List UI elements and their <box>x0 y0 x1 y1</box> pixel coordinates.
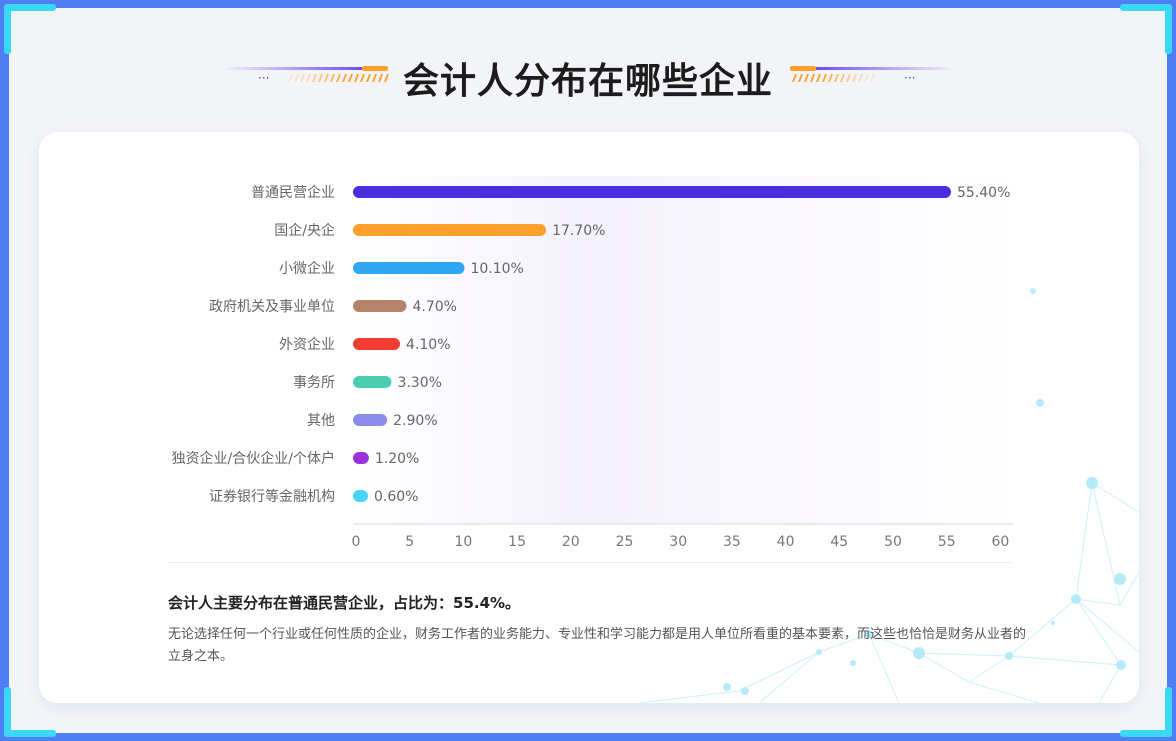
divider <box>168 562 1011 563</box>
x-tick-label: 35 <box>723 534 741 550</box>
value-label: 55.40% <box>957 185 1010 201</box>
category-label: 事务所 <box>293 375 335 391</box>
bar <box>353 186 951 198</box>
corner-accent-top-left <box>4 4 56 54</box>
x-tick-label: 10 <box>454 534 472 550</box>
corner-accent-bottom-left <box>4 687 56 737</box>
title-decoration-left: ··· <box>222 66 389 85</box>
title-decoration-right: ··· <box>790 66 956 85</box>
bar <box>353 490 368 502</box>
value-label: 4.70% <box>412 299 456 315</box>
summary-headline: 会计人主要分布在普通民营企业，占比为：55.4%。 <box>168 594 521 612</box>
bar <box>353 338 401 350</box>
x-tick-label: 25 <box>616 534 634 550</box>
network-background-decoration <box>638 288 1139 703</box>
bar <box>353 452 369 464</box>
corner-accent-top-right <box>1120 4 1172 54</box>
summary-description: 无论选择任何一个行业或任何性质的企业，财务工作者的业务能力、专业性和学习能力都是… <box>168 627 1027 664</box>
bar <box>353 262 465 274</box>
x-tick-label: 30 <box>669 534 687 550</box>
x-tick-label: 50 <box>884 534 902 550</box>
value-label: 1.20% <box>375 451 419 467</box>
category-label: 独资企业/合伙企业/个体户 <box>172 450 335 467</box>
bar <box>353 224 547 236</box>
category-label: 证券银行等金融机构 <box>209 488 335 505</box>
value-label: 3.30% <box>397 375 441 391</box>
category-label: 国企/央企 <box>274 222 335 239</box>
x-tick-label: 15 <box>508 534 526 550</box>
category-label: 普通民营企业 <box>251 184 335 201</box>
value-label: 2.90% <box>393 413 437 429</box>
category-label: 政府机关及事业单位 <box>209 299 335 315</box>
bar <box>353 414 388 426</box>
category-label: 外资企业 <box>279 336 335 353</box>
x-tick-label: 60 <box>991 534 1009 550</box>
bar <box>353 376 392 388</box>
corner-accent-bottom-right <box>1120 687 1172 737</box>
x-tick-label: 40 <box>777 534 795 550</box>
x-tick-label: 0 <box>352 534 361 550</box>
category-label: 小微企业 <box>279 260 335 277</box>
x-tick-label: 20 <box>562 534 580 550</box>
svg-text:···: ··· <box>258 71 269 85</box>
value-label: 17.70% <box>552 223 605 239</box>
svg-text:···: ··· <box>904 71 915 85</box>
page-title: 会计人分布在哪些企业 <box>402 61 773 102</box>
x-tick-label: 5 <box>405 534 414 550</box>
value-label: 10.10% <box>470 261 523 277</box>
value-label: 0.60% <box>374 489 418 505</box>
value-label: 4.10% <box>406 337 450 353</box>
bar <box>353 300 407 312</box>
category-label: 其他 <box>307 413 335 429</box>
chart-card: 普通民营企业 55.40% 国企/央企 17.70% 小微企业 10.10% 政府机关及事业… <box>39 132 1139 703</box>
x-tick-label: 55 <box>938 534 956 550</box>
bar-chart: 普通民营企业 55.40% 国企/央企 17.70% 小微企业 10.10% 政府机关及事业… <box>172 176 1014 550</box>
x-tick-label: 45 <box>830 534 848 550</box>
